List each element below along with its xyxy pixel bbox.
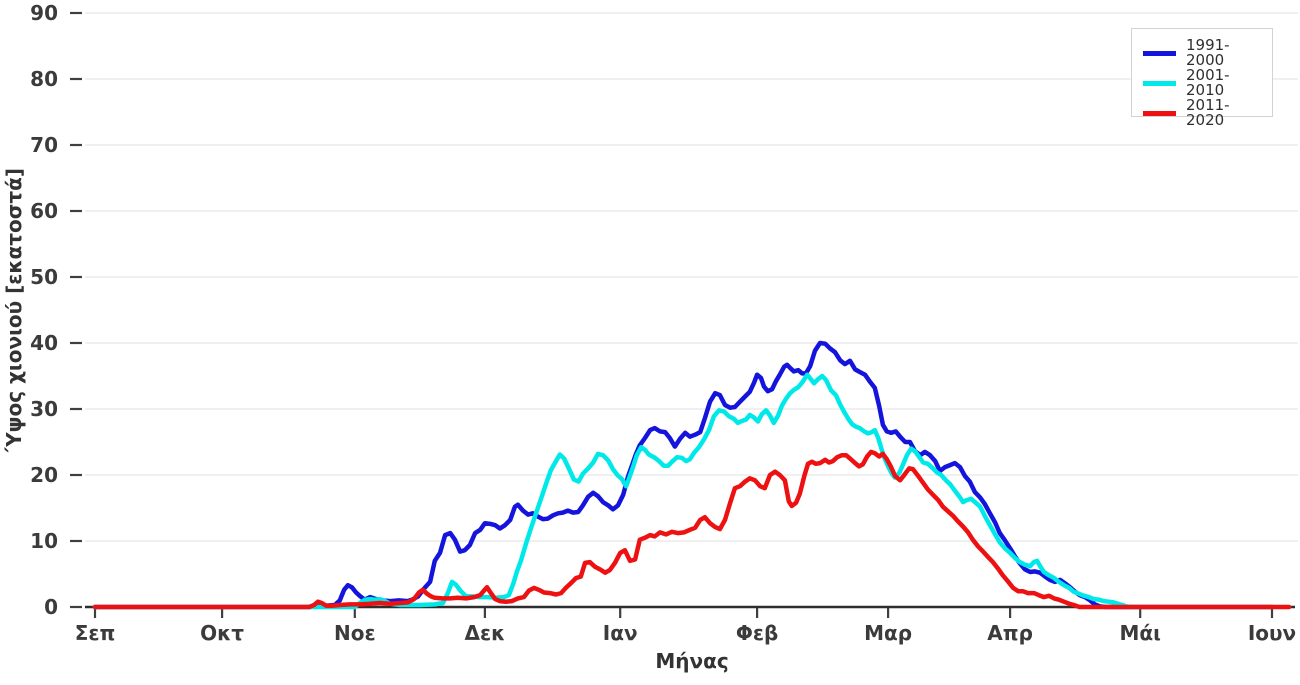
y-tick-label: 20 [30,463,58,487]
x-tick-label: Απρ [987,621,1033,645]
y-tick-label: 80 [30,67,58,91]
legend-label: 1991-2000 [1186,36,1230,69]
x-tick-label: Δεκ [464,621,505,645]
x-tick-label: Οκτ [200,621,244,645]
y-axis-title: Ύψος χιονιού [εκατοστά] [2,167,26,453]
y-tick-label: 30 [30,397,58,421]
y-tick-label: 50 [30,265,58,289]
x-tick-label: Μαρ [864,621,912,645]
legend-item-2001-2010: 2001-2010 [1143,68,1262,98]
x-tick-label: Ιαν [603,621,638,645]
legend-label: 2011-2020 [1186,96,1230,129]
legend-line-swatch [1143,80,1176,86]
x-tick-label: Μάι [1119,621,1160,645]
y-tick-label: 40 [30,331,58,355]
tick-labels: 0 10 20 30 40 50 60 70 80 90 Σεπ Οκτ Νοε Δεκ Ιαν Φεβ Μαρ… [30,1,1296,645]
series-line-2001-2010 [92,372,1275,610]
gridlines [85,12,1298,542]
x-tick-label: Φεβ [736,621,778,645]
x-tick-label: Νοε [334,621,376,645]
x-tick-label: Σεπ [75,621,116,645]
legend-line-swatch [1143,110,1176,116]
legend: 1991-2000 2001-2010 2011-2020 [1131,28,1273,128]
series-line-1991-2000 [92,340,1275,610]
x-axis-title: Μήνας [655,649,729,673]
legend-item-1991-2000: 1991-2000 [1143,38,1262,68]
legend-item-2011-2020: 2011-2020 [1143,98,1262,128]
axis-ticks [70,11,1274,618]
legend-line-swatch [1143,50,1176,56]
x-tick-label: Ιουν [1248,621,1296,645]
y-tick-label: 10 [30,529,58,553]
y-tick-label: 70 [30,133,58,157]
series-line-2011-2020 [92,449,1292,610]
y-tick-label: 0 [44,595,58,619]
y-tick-label: 90 [30,1,58,25]
data-series [92,340,1292,610]
y-tick-label: 60 [30,199,58,223]
legend-label: 2001-2010 [1186,66,1230,99]
